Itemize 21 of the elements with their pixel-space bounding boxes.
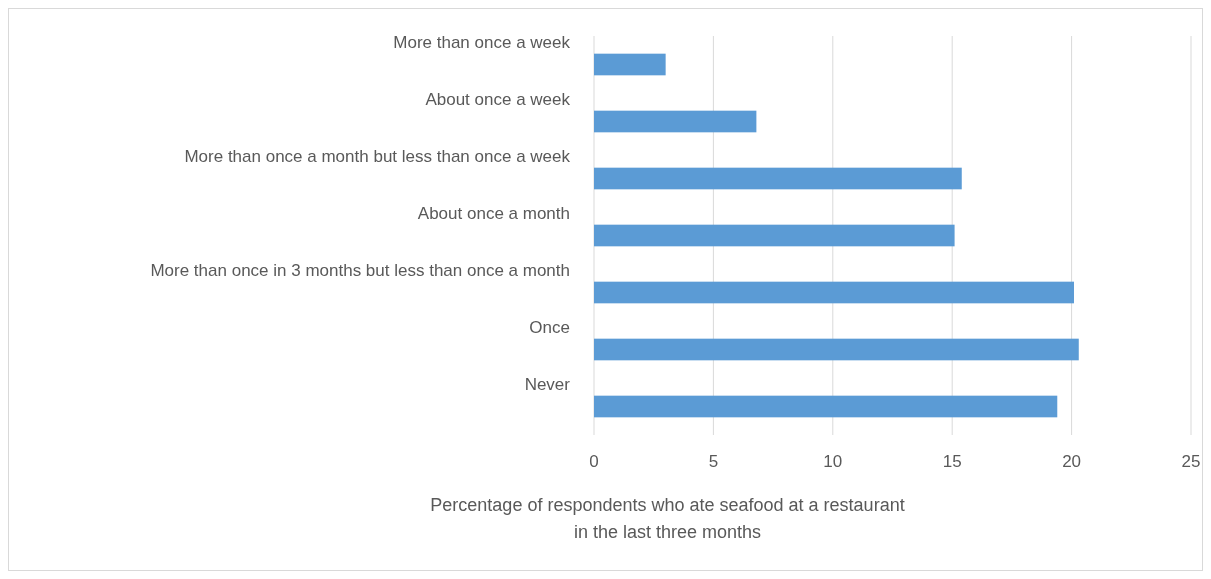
bar	[594, 53, 666, 76]
x-tick-label: 0	[589, 452, 599, 471]
x-tick-label: 20	[1062, 452, 1082, 471]
y-tick-label: More than once a month but less than once a week	[184, 146, 571, 166]
y-tick-label: About once a month	[417, 203, 570, 223]
x-tick-label: 5	[708, 452, 719, 471]
x-tick-label: 25	[1181, 452, 1201, 471]
bar	[594, 167, 962, 190]
y-tick-label: Once	[529, 317, 570, 337]
x-tick-label: 10	[823, 452, 843, 471]
bar	[594, 224, 955, 247]
y-tick-label: More than once in 3 months but less than once a month	[150, 260, 570, 280]
bar	[594, 281, 1074, 304]
bar	[594, 338, 1079, 361]
bar	[594, 395, 1058, 418]
bar	[594, 110, 757, 133]
x-tick-label: 15	[942, 452, 962, 471]
y-tick-label: Never	[524, 374, 571, 394]
y-tick-label: About once a week	[425, 89, 571, 109]
y-tick-label: More than once a week	[393, 32, 571, 52]
x-axis-title: Percentage of respondents who ate seafood at a restaurant in the last three months	[430, 495, 905, 542]
